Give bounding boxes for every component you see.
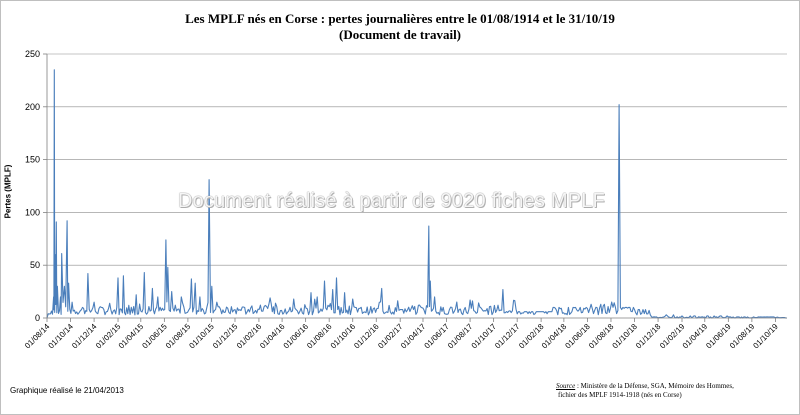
x-axis-ticks: 01/08/1401/10/1401/12/1401/02/1501/04/15… [23, 318, 780, 350]
source-line2: fichier des MPLF 1914-1918 (nés en Corse… [558, 391, 682, 399]
gridlines [47, 53, 787, 266]
y-tick-label-0: 0 [35, 313, 40, 323]
y-tick-label-250: 250 [25, 49, 40, 59]
x-tick-label-31: 01/10/19 [751, 322, 780, 351]
series-daily-losses [46, 69, 788, 319]
x-tick-label-2: 01/12/14 [70, 322, 99, 351]
chart-title: Les MPLF nés en Corse : pertes journaliè… [0, 11, 800, 43]
source-label: Source [556, 382, 576, 390]
x-tick-label-14: 01/12/16 [352, 322, 381, 351]
x-tick-label-8: 01/12/15 [211, 322, 240, 351]
series-line [46, 69, 788, 319]
chart-title-line2: (Document de travail) [338, 27, 462, 42]
source-line1: : Ministère de la Défense, SGA, Mémoire … [575, 382, 734, 390]
axes [46, 54, 787, 319]
y-tick-label-50: 50 [30, 260, 40, 270]
x-tick-label-20: 01/12/17 [493, 322, 522, 351]
y-tick-label-100: 100 [25, 207, 40, 217]
y-axis-ticks: 0 50 100 150 200 250 [25, 49, 47, 323]
footer-created: Graphique réalisé le 21/04/2013 [10, 386, 124, 395]
y-tick-label-200: 200 [25, 102, 40, 112]
x-tick-label-26: 01/12/18 [634, 322, 663, 351]
y-axis-label: Pertes (MPLF) [3, 164, 13, 219]
chart-title-line1: Les MPLF nés en Corse : pertes journaliè… [185, 11, 615, 26]
y-tick-label-150: 150 [25, 155, 40, 165]
watermark-text: Document réalisé à partir de 9020 fiches… [178, 190, 605, 212]
footer-source: Source : Ministère de la Défense, SGA, M… [556, 382, 734, 400]
